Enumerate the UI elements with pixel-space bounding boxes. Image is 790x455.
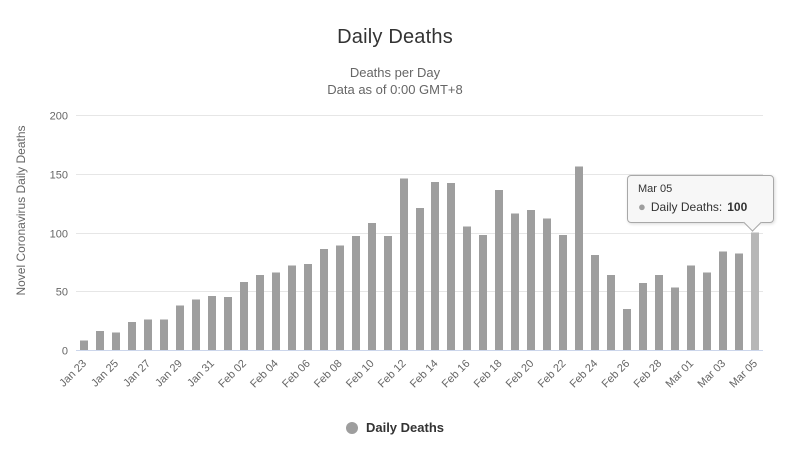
daily-deaths-bar-feb-11[interactable] — [384, 236, 392, 350]
daily-deaths-bar-feb-22[interactable] — [559, 234, 567, 350]
daily-deaths-bar-jan-27[interactable] — [144, 319, 152, 350]
x-tick-label: Mar 03 — [696, 358, 729, 391]
daily-deaths-bar-feb-27[interactable] — [639, 283, 647, 350]
daily-deaths-bar-feb-13[interactable] — [416, 207, 424, 350]
daily-deaths-bar-feb-23[interactable] — [575, 166, 583, 350]
x-tick-label: Jan 23 — [57, 358, 89, 390]
x-tick-label: Jan 27 — [121, 358, 153, 390]
x-tick-label: Feb 18 — [472, 358, 505, 391]
daily-deaths-bar-feb-12[interactable] — [400, 178, 408, 351]
x-tick-label: Feb 22 — [536, 358, 569, 391]
x-tick-label: Feb 14 — [408, 358, 441, 391]
daily-deaths-bar-feb-07[interactable] — [320, 248, 328, 350]
x-tick-label: Feb 10 — [344, 358, 377, 391]
legend-marker-icon — [345, 421, 358, 434]
legend-item-daily-deaths[interactable]: Daily Deaths — [0, 420, 790, 435]
daily-deaths-bar-feb-03[interactable] — [256, 274, 264, 350]
y-tick-label: 0 — [62, 346, 68, 358]
daily-deaths-bar-mar-03[interactable] — [719, 251, 727, 350]
x-tick-label: Jan 29 — [153, 358, 185, 390]
x-tick-label: Feb 16 — [440, 358, 473, 391]
daily-deaths-bar-mar-04[interactable] — [735, 253, 743, 350]
daily-deaths-bar-jan-28[interactable] — [160, 319, 168, 350]
y-tick-label: 150 — [50, 170, 68, 182]
daily-deaths-bar-feb-29[interactable] — [671, 287, 679, 350]
subtitle-line-2: Data as of 0:00 GMT+8 — [327, 82, 463, 97]
chart-subtitle: Deaths per Day Data as of 0:00 GMT+8 — [0, 64, 790, 98]
daily-deaths-bar-feb-25[interactable] — [607, 274, 615, 350]
daily-deaths-bar-feb-02[interactable] — [240, 281, 248, 350]
daily-deaths-bar-feb-14[interactable] — [431, 182, 439, 350]
daily-deaths-bar-feb-24[interactable] — [591, 254, 599, 350]
daily-deaths-bar-jan-23[interactable] — [80, 340, 88, 350]
x-tick-label: Feb 28 — [632, 358, 665, 391]
daily-deaths-bar-jan-24[interactable] — [96, 331, 104, 350]
daily-deaths-bar-jan-26[interactable] — [128, 321, 136, 350]
daily-deaths-bar-feb-20[interactable] — [527, 210, 535, 350]
daily-deaths-bar-feb-16[interactable] — [463, 226, 471, 350]
daily-deaths-bar-feb-28[interactable] — [655, 274, 663, 350]
daily-deaths-bar-feb-10[interactable] — [368, 223, 376, 350]
tooltip-row: ● Daily Deaths: 100 — [638, 200, 763, 214]
tooltip-header: Mar 05 — [638, 183, 673, 195]
x-tick-label: Feb 08 — [312, 358, 345, 391]
x-tick-label: Mar 05 — [727, 358, 760, 391]
x-tick-label: Feb 12 — [376, 358, 409, 391]
daily-deaths-bar-feb-09[interactable] — [352, 236, 360, 350]
daily-deaths-bar-feb-04[interactable] — [272, 272, 280, 350]
legend-label: Daily Deaths — [365, 420, 445, 435]
x-tick-label: Feb 24 — [568, 358, 601, 391]
x-tick-label: Jan 31 — [185, 358, 217, 390]
x-tick-label: Jan 25 — [89, 358, 121, 390]
daily-deaths-bar-feb-15[interactable] — [447, 183, 455, 350]
daily-deaths-bar-jan-31[interactable] — [208, 295, 216, 350]
x-tick-label: Feb 04 — [248, 358, 281, 391]
daily-deaths-bar-feb-08[interactable] — [336, 245, 344, 350]
daily-deaths-bar-feb-01[interactable] — [224, 297, 232, 350]
daily-deaths-bar-feb-05[interactable] — [288, 265, 296, 350]
daily-deaths-bar-jan-29[interactable] — [176, 305, 184, 350]
daily-deaths-bar-mar-02[interactable] — [703, 272, 711, 350]
x-tick-label: Feb 20 — [504, 358, 537, 391]
tooltip-value: 100 — [727, 200, 748, 214]
x-tick-label: Feb 06 — [280, 358, 313, 391]
series-bullet-icon: ● — [638, 199, 646, 214]
x-tick-label: Feb 02 — [216, 358, 249, 391]
daily-deaths-bar-feb-21[interactable] — [543, 218, 551, 350]
daily-deaths-bar-mar-05[interactable] — [751, 232, 759, 351]
y-tick-label: 100 — [50, 229, 68, 241]
x-tick-label: Mar 01 — [664, 358, 697, 391]
daily-deaths-bar-feb-06[interactable] — [304, 264, 312, 350]
tooltip-series-label: Daily Deaths: — [650, 200, 723, 214]
daily-deaths-bar-feb-18[interactable] — [495, 190, 503, 350]
daily-deaths-bar-feb-17[interactable] — [479, 234, 487, 350]
tooltip: Mar 05 ● Daily Deaths: 100 — [627, 175, 774, 232]
y-tick-label: 50 — [56, 287, 68, 299]
x-tick-label: Feb 26 — [600, 358, 633, 391]
daily-deaths-bar-jan-25[interactable] — [112, 332, 120, 350]
daily-deaths-bar-feb-26[interactable] — [623, 308, 631, 350]
daily-deaths-bar-feb-19[interactable] — [511, 213, 519, 350]
y-tick-label: 200 — [50, 111, 68, 123]
chart-title: Daily Deaths — [337, 26, 453, 48]
daily-deaths-bar-mar-01[interactable] — [687, 265, 695, 350]
subtitle-line-1: Deaths per Day — [349, 65, 441, 80]
daily-deaths-bar-jan-30[interactable] — [192, 299, 200, 351]
